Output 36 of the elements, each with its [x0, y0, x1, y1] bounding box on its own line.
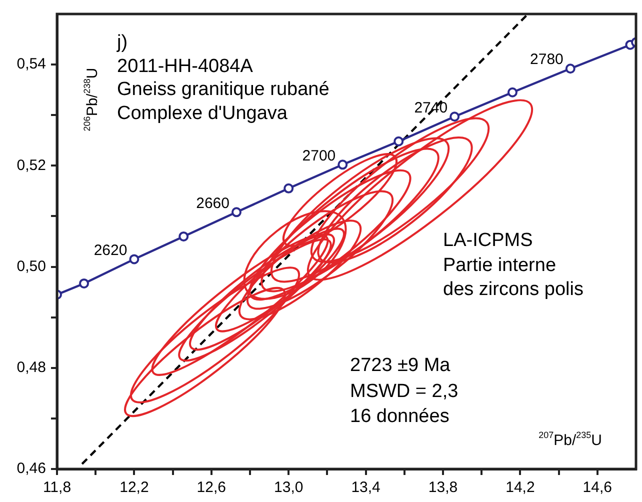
x-tick-label: 13,8 [428, 479, 458, 496]
annotation: 2740 [414, 99, 448, 116]
annotation: 2011-HH-4084A [117, 54, 254, 78]
y-tick-label: 0,50 [16, 258, 46, 275]
annotation: MSWD = 2,3 [350, 380, 458, 404]
annotation: Complexe d'Ungava [117, 102, 288, 125]
x-tick-label: 11,8 [42, 479, 72, 496]
annotation: 2620 [94, 242, 128, 259]
annotation: 2780 [530, 51, 564, 68]
annotation: Partie interne [443, 254, 558, 278]
x-tick-label: 13,0 [274, 479, 304, 496]
x-axis-title: $^{207}$Pb/$^{235}$U [538, 430, 602, 449]
x-tick-label: 12,2 [120, 479, 149, 496]
point [231, 207, 242, 218]
x-tick-label: 14,2 [506, 479, 535, 496]
y-tick-label: 0,52 [16, 156, 46, 174]
point [79, 278, 90, 288]
y-tick-label: 0,48 [16, 359, 46, 376]
annotation: j) [117, 31, 129, 54]
annotation: LA-ICPMS [443, 229, 534, 253]
point [507, 87, 518, 98]
annotation: 2723 ±9 Ma [350, 354, 452, 378]
y-tick-label: 0,54 [16, 56, 46, 73]
annotation: 2660 [196, 194, 230, 212]
annotation: 2700 [302, 147, 336, 164]
point [565, 64, 576, 74]
annotation: Gneiss granitique rubané [117, 78, 330, 102]
point [129, 254, 140, 264]
point [178, 231, 189, 242]
annotation: 16 données [350, 405, 450, 429]
x-tick-label: 14,6 [582, 479, 612, 496]
x-tick-label: 13,4 [351, 479, 380, 496]
y-tick-label: 0,46 [16, 460, 46, 478]
point [284, 183, 294, 194]
x-tick-label: 12,6 [196, 479, 226, 496]
annotation: des zircons polis [443, 278, 584, 302]
